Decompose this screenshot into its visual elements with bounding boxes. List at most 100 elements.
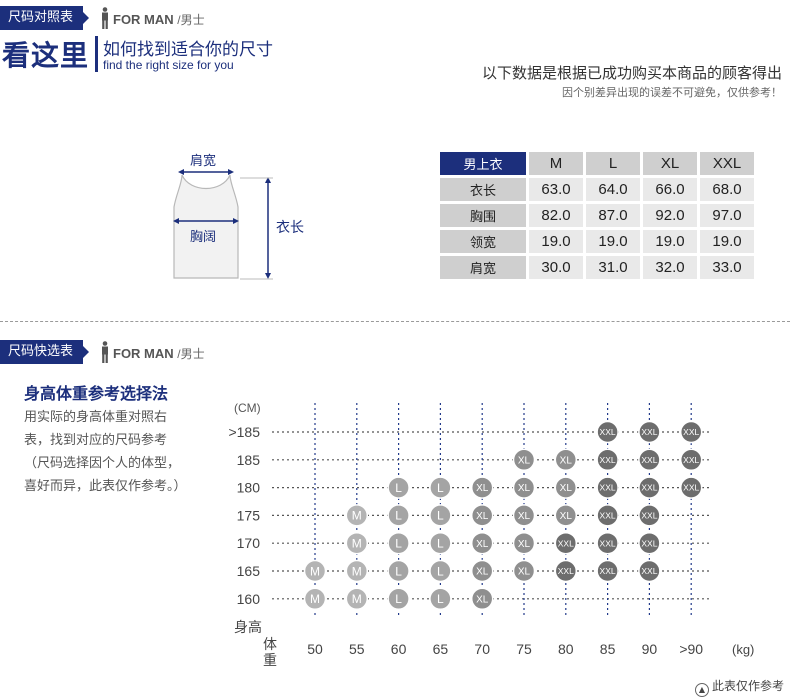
size-marker-label: L bbox=[437, 592, 444, 606]
title-separator bbox=[95, 36, 98, 72]
size-marker-xxl bbox=[638, 448, 661, 472]
size-marker-xxl bbox=[596, 559, 619, 583]
table-cell: 92.0 bbox=[643, 204, 697, 227]
size-marker-label: XXL bbox=[641, 483, 657, 493]
quick-size-tag-label: 尺码快选表 bbox=[8, 344, 74, 359]
y-tick-label: >185 bbox=[228, 424, 260, 440]
row-label: 肩宽 bbox=[440, 256, 526, 279]
table-cell: 19.0 bbox=[643, 230, 697, 253]
size-marker-xxl bbox=[679, 420, 703, 444]
method-description: 用实际的身高体重对照右表，找到对应的尺码参考（尺码选择因个人的体型，喜好而异，此… bbox=[24, 410, 187, 494]
size-marker-xl bbox=[470, 587, 494, 611]
table-row: 胸围 82.0 87.0 92.0 97.0 bbox=[440, 204, 754, 227]
table-cell: 63.0 bbox=[529, 178, 583, 201]
size-marker-xxl bbox=[638, 531, 661, 555]
table-cell: 31.0 bbox=[586, 256, 640, 279]
quick-size-chart: (CM) >185 185 180 175 170 165 160 50 55 60 65 70 75 80… bbox=[228, 401, 754, 669]
size-marker-label: XL bbox=[560, 455, 573, 466]
size-marker-label: XXL bbox=[600, 483, 616, 493]
table-cell: 19.0 bbox=[700, 230, 754, 253]
error-disclaimer: 因个别差异出现的误差不可避免，仅供参考！ bbox=[562, 86, 782, 99]
size-marker-label: XL bbox=[560, 483, 573, 494]
size-marker-label: L bbox=[437, 537, 444, 551]
y-tick-label: 170 bbox=[237, 535, 261, 551]
quick-size-tag: 尺码快选表 bbox=[0, 340, 90, 364]
size-marker-xxl bbox=[638, 504, 661, 527]
table-cell: 87.0 bbox=[586, 204, 640, 227]
y-tick-label: 160 bbox=[237, 591, 261, 607]
man-icon bbox=[102, 341, 108, 363]
for-man-label-2: FOR MAN /男士 bbox=[113, 346, 205, 361]
table-cell: 66.0 bbox=[643, 178, 697, 201]
size-marker-label: M bbox=[310, 564, 320, 578]
size-marker-m bbox=[345, 559, 369, 583]
size-marker-xxl bbox=[554, 531, 578, 555]
size-marker-m bbox=[345, 531, 369, 555]
table-cell: 19.0 bbox=[586, 230, 640, 253]
size-table: 男上衣 M L XL XXL 衣长 63.0 64.0 66.0 68.0 胸围… bbox=[437, 149, 757, 282]
size-marker-label: XXL bbox=[683, 455, 699, 465]
x-tick-label: 80 bbox=[558, 641, 574, 657]
size-marker-label: XXL bbox=[641, 538, 657, 548]
row-label: 胸围 bbox=[440, 204, 526, 227]
size-marker-m bbox=[303, 559, 327, 583]
table-cell: 68.0 bbox=[700, 178, 754, 201]
size-marker-label: XL bbox=[476, 539, 489, 550]
size-marker-label: M bbox=[352, 509, 362, 523]
size-marker-l bbox=[387, 476, 410, 499]
size-marker-label: XXL bbox=[641, 455, 657, 465]
size-header-l: L bbox=[586, 152, 640, 175]
table-cell: 64.0 bbox=[586, 178, 640, 201]
size-marker-l bbox=[429, 531, 452, 555]
size-chart-tag: 尺码对照表 bbox=[0, 6, 90, 30]
table-cell: 32.0 bbox=[643, 256, 697, 279]
size-marker-label: XXL bbox=[683, 483, 699, 493]
y-tick-label: 180 bbox=[237, 480, 261, 496]
size-marker-label: M bbox=[352, 592, 362, 606]
section-divider bbox=[0, 321, 790, 322]
size-marker-label: L bbox=[395, 537, 402, 551]
y-tick-label: 175 bbox=[237, 507, 261, 523]
row-label: 领宽 bbox=[440, 230, 526, 253]
size-marker-xxl bbox=[596, 448, 619, 472]
x-tick-label: 85 bbox=[600, 641, 616, 657]
size-marker-l bbox=[429, 587, 452, 611]
x-unit-label: (kg) bbox=[732, 642, 754, 657]
table-cell: 33.0 bbox=[700, 256, 754, 279]
size-marker-xxl bbox=[638, 559, 661, 583]
method-title: 身高体重参考选择法 bbox=[24, 384, 169, 403]
size-header-xxl: XXL bbox=[700, 152, 754, 175]
size-marker-label: XXL bbox=[600, 427, 616, 437]
size-marker-xxl bbox=[596, 504, 619, 527]
size-marker-label: M bbox=[310, 592, 320, 606]
footnote: ▲ 此表仅作参考 bbox=[694, 677, 784, 697]
for-man-label: FOR MAN /男士 bbox=[113, 12, 205, 27]
x-tick-label: 90 bbox=[642, 641, 658, 657]
size-marker-xxl bbox=[638, 476, 661, 499]
sub-title-english: find the right size for you bbox=[103, 58, 234, 72]
size-table-header-row: 男上衣 M L XL XXL bbox=[440, 152, 754, 175]
size-marker-xxl bbox=[596, 476, 619, 499]
arrow-icon: ▲ bbox=[694, 683, 709, 697]
length-label: 衣长 bbox=[276, 220, 304, 236]
size-marker-label: XL bbox=[476, 511, 489, 522]
size-marker-label: L bbox=[395, 509, 402, 523]
footnote-text: 此表仅作参考 bbox=[711, 679, 784, 693]
table-cell: 19.0 bbox=[529, 230, 583, 253]
size-marker-xl bbox=[512, 559, 536, 583]
size-marker-l bbox=[387, 587, 410, 611]
size-marker-label: XXL bbox=[558, 538, 574, 548]
size-marker-label: XL bbox=[560, 511, 573, 522]
size-marker-xl bbox=[470, 504, 494, 527]
size-marker-xxl bbox=[638, 420, 661, 444]
y-tick-label: 185 bbox=[237, 452, 261, 468]
size-marker-label: XL bbox=[476, 567, 489, 578]
x-tick-label: 60 bbox=[391, 641, 407, 657]
size-marker-label: XL bbox=[518, 539, 531, 550]
size-marker-xl bbox=[554, 448, 578, 472]
size-marker-label: L bbox=[395, 592, 402, 606]
size-table-corner: 男上衣 bbox=[440, 152, 526, 175]
table-cell: 82.0 bbox=[529, 204, 583, 227]
size-marker-label: M bbox=[352, 537, 362, 551]
y-tick-label: 165 bbox=[237, 563, 261, 579]
